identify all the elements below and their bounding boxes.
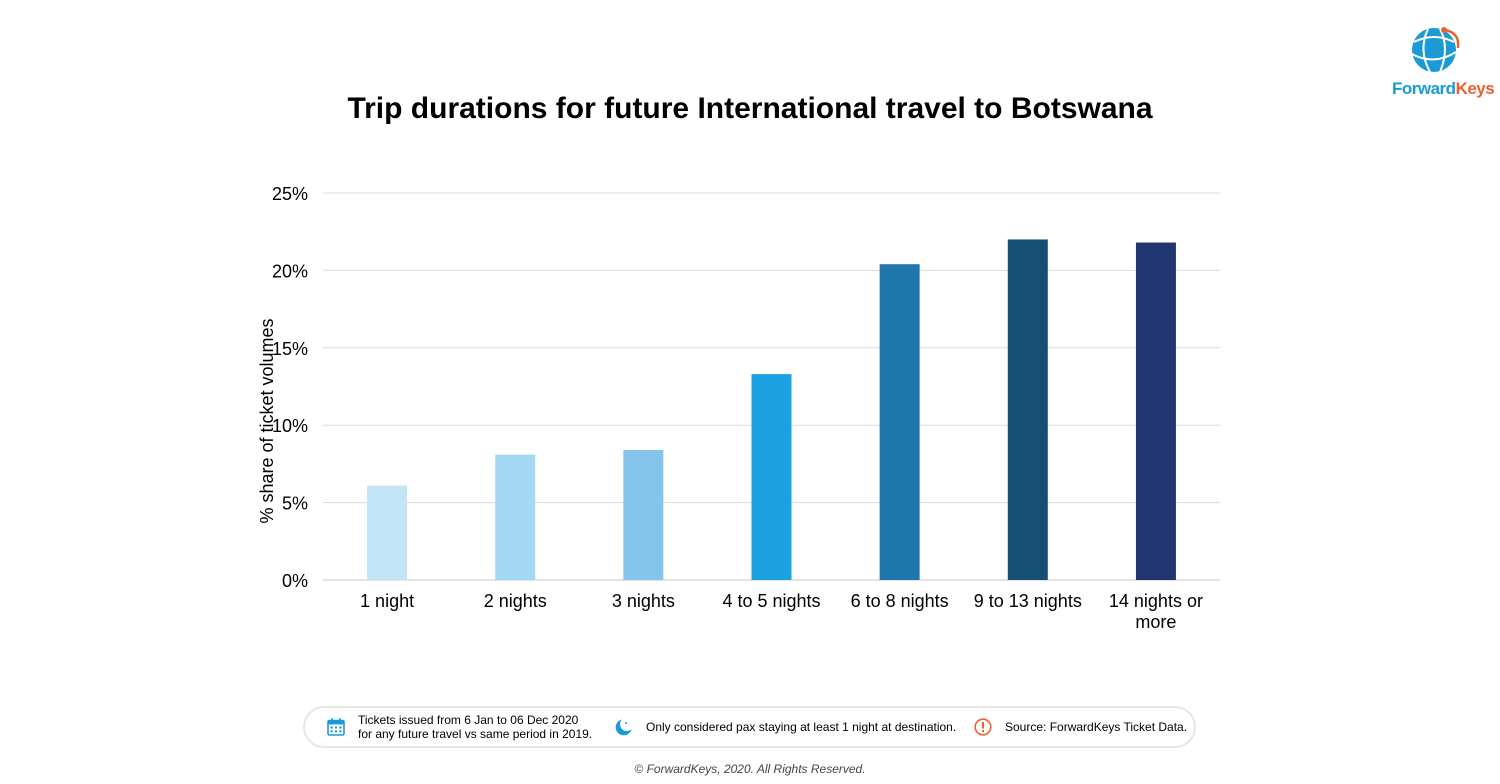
y-tick-label: 20% xyxy=(272,261,308,281)
y-tick-label: 5% xyxy=(282,494,308,514)
note-ticket-period: Tickets issued from 6 Jan to 06 Dec 2020… xyxy=(327,708,592,746)
note-ticket-period-line-1: Tickets issued from 6 Jan to 06 Dec 2020 xyxy=(358,713,579,727)
y-tick-label: 10% xyxy=(272,416,308,436)
calendar-icon xyxy=(327,718,345,736)
note-min-stay: Only considered pax staying at least 1 n… xyxy=(615,708,956,746)
bar xyxy=(623,449,664,580)
bar xyxy=(1007,239,1048,580)
globe-icon xyxy=(1411,27,1460,73)
note-source: Source: ForwardKeys Ticket Data. xyxy=(974,708,1187,746)
chart-title: Trip durations for future International … xyxy=(347,92,1153,125)
y-axis-title: % share of ticket volumes xyxy=(257,318,277,523)
y-tick-label: 0% xyxy=(282,571,308,591)
note-min-stay-text: Only considered pax staying at least 1 n… xyxy=(646,720,957,734)
alert-icon xyxy=(974,718,992,736)
note-ticket-period-line-2: for any future travel vs same period in … xyxy=(358,727,593,741)
footer-notes: Tickets issued from 6 Jan to 06 Dec 2020… xyxy=(303,706,1196,748)
logo-text-keys: Keys xyxy=(1455,79,1495,98)
x-tick-label: 9 to 13 nights xyxy=(974,591,1082,611)
x-tick-label: 14 nights or more xyxy=(1109,591,1203,632)
logo-text-forward: Forward xyxy=(1392,79,1456,98)
bar xyxy=(751,374,792,580)
x-tick-label: 4 to 5 nights xyxy=(722,591,820,611)
bar-chart: 0% 5% 10% 15% 20% 25% % share of ticket volume… xyxy=(257,184,1220,632)
forwardkeys-logo: ForwardKeys xyxy=(1392,26,1495,102)
copyright-text: © ForwardKeys, 2020. All Rights Reserved… xyxy=(634,762,866,776)
bar xyxy=(495,454,536,580)
x-tick-label: 1 night xyxy=(360,591,414,611)
y-tick-label: 15% xyxy=(272,339,308,359)
x-tick-label: 6 to 8 nights xyxy=(851,591,949,611)
bar xyxy=(1135,242,1176,580)
moon-icon xyxy=(615,719,632,736)
bar xyxy=(879,264,920,580)
note-source-text: Source: ForwardKeys Ticket Data. xyxy=(1005,720,1188,734)
x-tick-label: 3 nights xyxy=(612,591,675,611)
x-tick-label: 2 nights xyxy=(484,591,547,611)
bar xyxy=(367,485,408,580)
y-tick-label: 25% xyxy=(272,184,308,204)
